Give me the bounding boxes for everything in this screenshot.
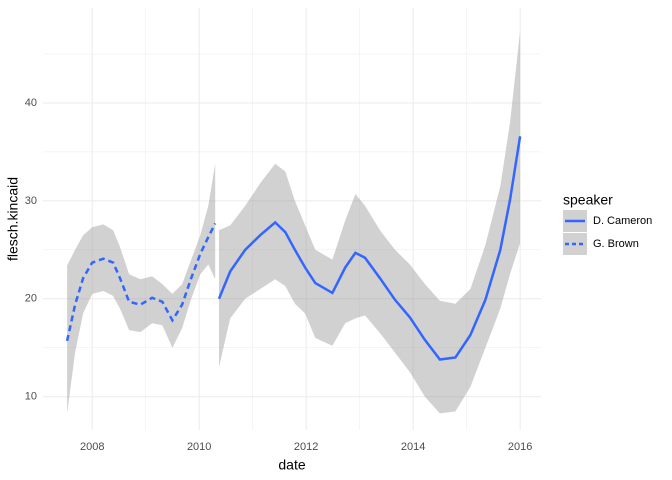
y-axis-title: flesch.kincaid [5, 177, 21, 261]
x-axis-title: date [278, 457, 305, 473]
legend-label: D. Cameron [593, 215, 652, 227]
y-tick-label: 40 [25, 97, 37, 109]
x-tick-label: 2010 [187, 441, 211, 453]
y-tick-label: 20 [25, 293, 37, 305]
confidence-band [67, 163, 216, 414]
confidence-band [219, 31, 521, 414]
y-tick-label: 10 [25, 391, 37, 403]
x-tick-label: 2014 [401, 441, 425, 453]
y-tick-label: 30 [25, 195, 37, 207]
legend-title: speaker [563, 192, 613, 208]
x-tick-label: 2012 [294, 441, 318, 453]
x-tick-label: 2008 [80, 441, 104, 453]
x-tick-label: 2016 [508, 441, 532, 453]
legend-label: G. Brown [593, 238, 639, 250]
smooth-line [217, 136, 522, 361]
grid [43, 8, 541, 430]
